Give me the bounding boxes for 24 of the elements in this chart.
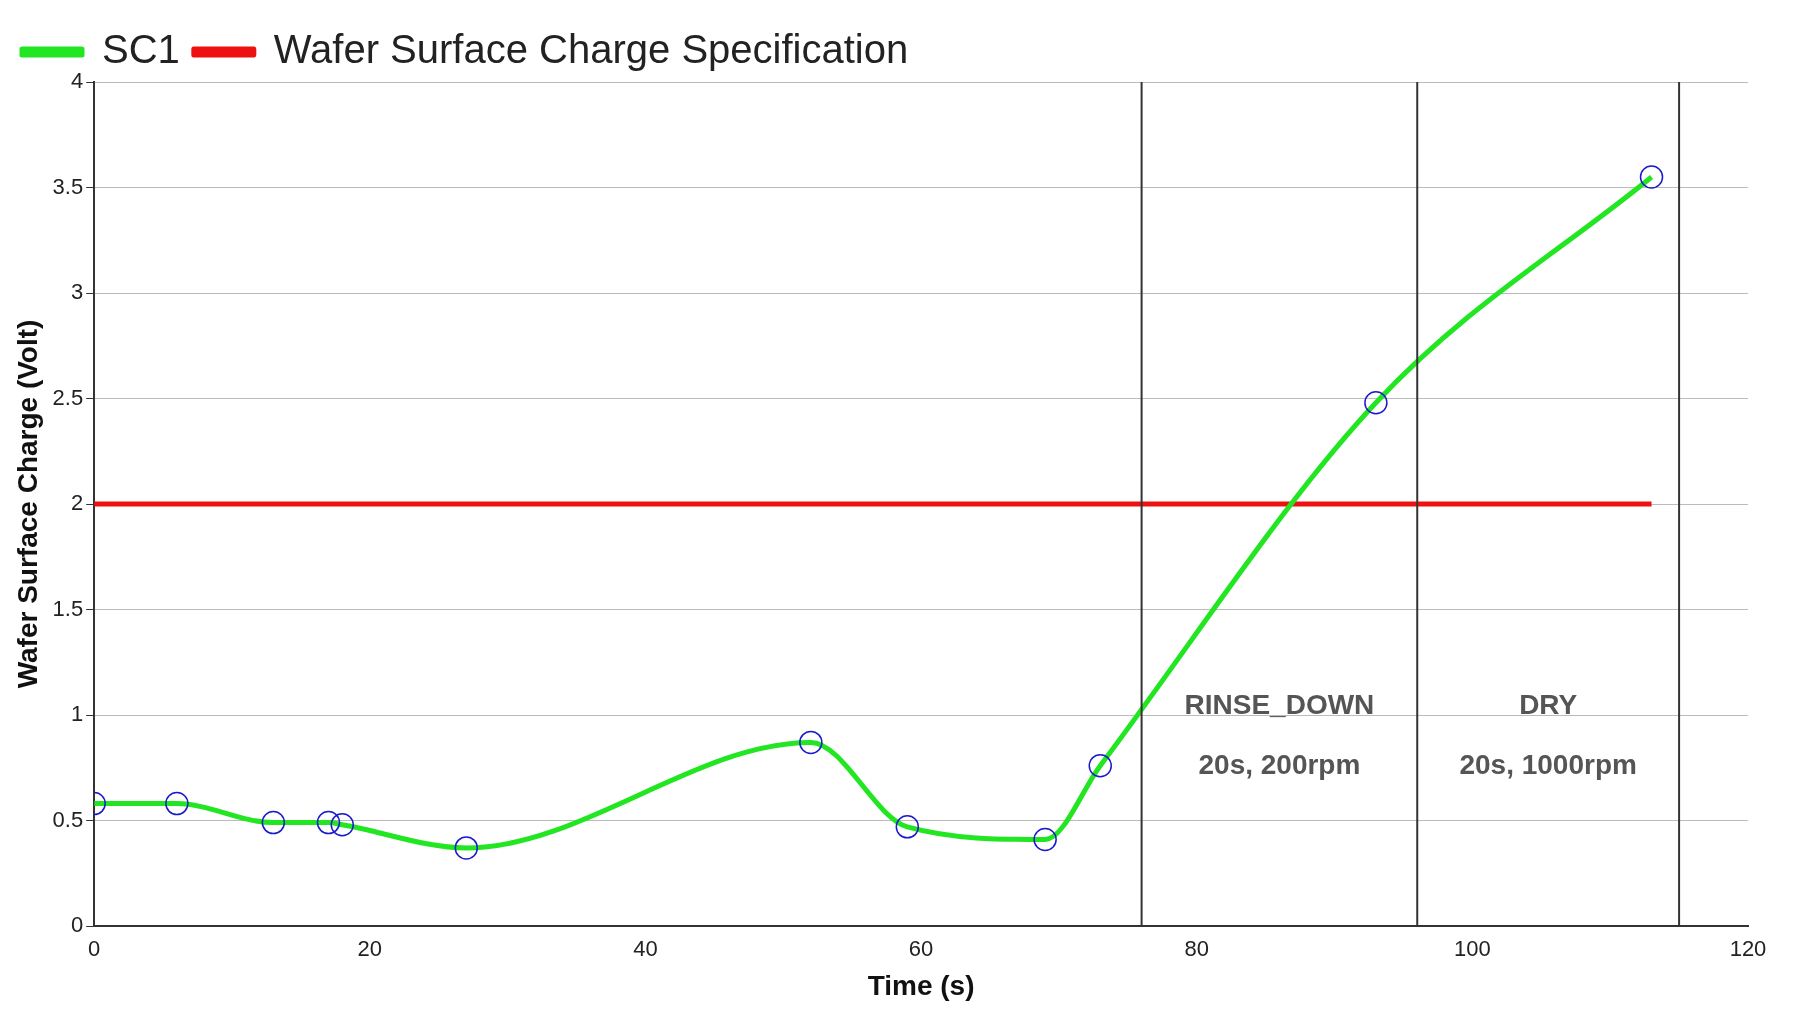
annotation: RINSE_DOWN xyxy=(1184,688,1375,720)
y-tick-label: 2.5 xyxy=(52,384,84,410)
y-tick-label: 1.5 xyxy=(52,595,84,621)
annotation: 20s, 200rpm xyxy=(1198,748,1361,780)
y-tick-label: 3 xyxy=(70,279,84,305)
annotation: 20s, 1000rpm xyxy=(1459,748,1637,780)
x-tick-label: 60 xyxy=(908,936,934,962)
x-tick-label: 20 xyxy=(357,936,383,962)
y-tick-label: 0.5 xyxy=(52,806,84,832)
y-tick-label: 4 xyxy=(70,68,84,94)
x-tick-label: 100 xyxy=(1454,936,1491,962)
legend-label: SC1 xyxy=(102,27,180,72)
y-tick-label: 0 xyxy=(70,912,84,938)
x-tick-label: 80 xyxy=(1184,936,1209,962)
x-tick-label: 120 xyxy=(1729,936,1767,962)
x-tick-label: 0 xyxy=(88,936,101,962)
y-tick-label: 1 xyxy=(70,701,84,727)
x-tick-label: 40 xyxy=(633,936,658,962)
annotation: DRY xyxy=(1519,688,1578,720)
y-tick-label: 3.5 xyxy=(52,173,84,199)
y-axis-title: Wafer Surface Charge (Volt) xyxy=(11,319,43,689)
x-axis-title: Time (s) xyxy=(867,969,975,1001)
legend-label: Wafer Surface Charge Specification xyxy=(273,27,909,72)
y-tick-label: 2 xyxy=(70,490,84,516)
